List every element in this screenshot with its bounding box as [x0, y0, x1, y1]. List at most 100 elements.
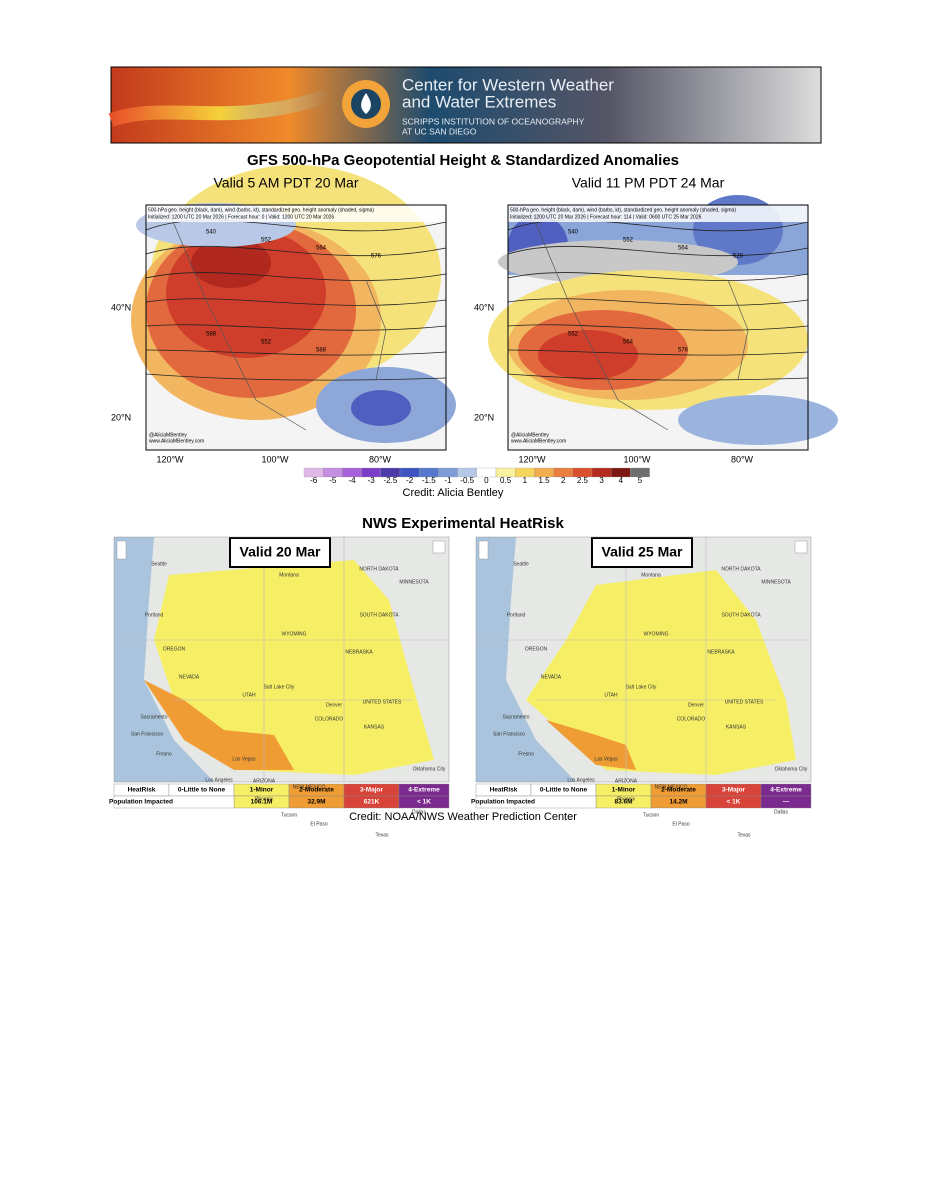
colorbar-label: -2 [406, 476, 414, 485]
banner-subtitle: AT UC SAN DIEGO [402, 126, 477, 136]
ocean [114, 537, 214, 782]
zoom-control[interactable] [116, 540, 127, 560]
map-label: Fresno [156, 751, 172, 757]
map-label: Salt Lake City [264, 684, 295, 690]
table-header: 0-Little to None [540, 787, 588, 794]
table-cell-text: 14.2M [669, 799, 687, 806]
heatrisk-minor [154, 560, 434, 775]
table-header: HeatRisk [128, 787, 156, 794]
colorbar-swatch [630, 467, 650, 478]
contour-label: 564 [678, 246, 689, 252]
map-label: Portland [145, 612, 164, 618]
map-label: ARIZONA [615, 778, 638, 784]
table-header: 2-Moderate [299, 787, 334, 794]
contour [507, 272, 809, 281]
table-row-label: Population Impacted [471, 799, 535, 806]
table-cell-text: < 1K [727, 799, 741, 806]
panel-title: Valid 5 AM PDT 20 Mar [214, 175, 359, 191]
lat-label: 20°N [474, 412, 494, 422]
gfs-map [488, 195, 838, 451]
map-label: SOUTH DAKOTA [721, 612, 761, 618]
panel-title: Valid 11 PM PDT 24 Mar [572, 175, 725, 191]
layer-control[interactable] [794, 540, 808, 554]
contour-label: 564 [316, 246, 327, 252]
map-header [146, 205, 446, 222]
table-header: 4-Extreme [770, 787, 802, 794]
table-header: 4-Extreme [408, 787, 440, 794]
valid-box [591, 537, 693, 568]
colorbar-label: -6 [310, 476, 318, 485]
map-label: OREGON [525, 646, 548, 652]
lon-label: 120°W [156, 454, 184, 464]
contour-label: 528 [733, 254, 744, 260]
map-label: San Francisco [131, 731, 163, 737]
table-row-label: Population Impacted [109, 799, 173, 806]
map-header-text: 500-hPa geo. height (black, dam), wind (… [510, 207, 736, 213]
colorbar-label: -2.5 [384, 476, 398, 485]
table-cell-text: 32.9M [307, 799, 325, 806]
table-header: 2-Moderate [661, 787, 696, 794]
contour-label: 588 [316, 348, 327, 354]
logo-drop [361, 93, 371, 114]
state-borders [114, 537, 449, 782]
coastline [527, 204, 749, 431]
map-label: Dallas [774, 809, 788, 815]
map-label: WYOMING [282, 631, 307, 637]
map-label: UTAH [242, 692, 256, 698]
map-label: El Paso [672, 821, 689, 827]
map-label: KANSAS [726, 724, 747, 730]
map-label: COLORADO [677, 716, 706, 722]
map-label: SOUTH DAKOTA [359, 612, 399, 618]
coastline [165, 204, 387, 431]
contour-label: 564 [623, 340, 634, 346]
state-borders [476, 537, 811, 782]
map-label: NEBRASKA [345, 649, 373, 655]
contour-label: 552 [568, 332, 579, 338]
table-cell-text: --- [783, 799, 790, 806]
panel-title: Valid 25 Mar [602, 544, 683, 560]
zoom-control[interactable] [478, 540, 489, 560]
map-header-text: 500-hPa geo. height (black, dam), wind (… [148, 207, 374, 213]
map-label: Tucson [281, 812, 297, 818]
colorbar-label: -4 [348, 476, 356, 485]
heatrisk-map [475, 536, 812, 809]
map-label: NORTH DAKOTA [721, 566, 761, 572]
map-label: Montana [279, 572, 299, 578]
lat-label: 20°N [111, 412, 131, 422]
table-cell [398, 795, 450, 809]
table-header: 3-Major [360, 787, 384, 794]
map-label: UNITED STATES [725, 699, 764, 705]
anomaly [191, 238, 271, 288]
banner-jet [108, 88, 333, 127]
map-label: MINNESOTA [399, 579, 429, 585]
map-label: Sacramento [503, 714, 530, 720]
colorbar-label: 1 [523, 476, 528, 485]
map-frame [507, 204, 809, 451]
contour-label: 540 [206, 230, 217, 236]
map-label: El Paso [310, 821, 327, 827]
anomaly-neg [351, 390, 411, 426]
contour [145, 349, 447, 356]
section-title: GFS 500-hPa Geopotential Height & Standa… [247, 152, 679, 169]
layer-control[interactable] [432, 540, 446, 554]
colorbar-label: -3 [368, 476, 376, 485]
map-label: UTAH [604, 692, 618, 698]
colorbar-label: 2.5 [577, 476, 589, 485]
lat-label: 40°N [111, 302, 131, 312]
heatrisk-minor [526, 570, 796, 775]
map-label: Phoenix [255, 796, 274, 802]
map-label: San Francisco [493, 731, 525, 737]
table-cell [475, 795, 597, 809]
contour-label: 552 [261, 340, 272, 346]
banner-title: Center for Western Weather [402, 75, 614, 94]
map-label: Fresno [518, 751, 534, 757]
anomaly-neg [678, 395, 838, 445]
map-label: Portland [507, 612, 526, 618]
map-label: NEW MEXICO [655, 784, 688, 790]
map-credit: @AliciaMBentley [511, 432, 549, 438]
map-label: NEW MEXICO [293, 784, 326, 790]
map-label: WYOMING [644, 631, 669, 637]
map-label: Seattle [151, 561, 167, 567]
